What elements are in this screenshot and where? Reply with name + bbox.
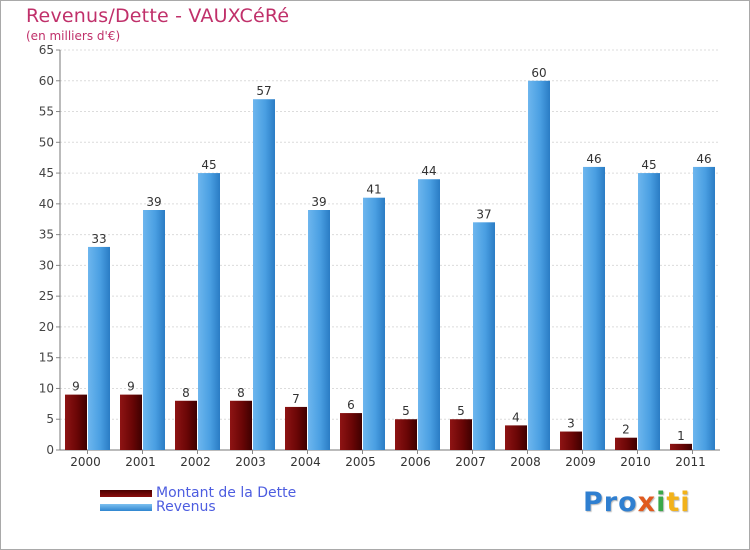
bar-revenus-2010: [638, 173, 660, 451]
data-label-revenus-2002: 45: [201, 158, 216, 172]
bar-revenus-2004: [308, 210, 330, 450]
legend-item-revenus: Revenus: [100, 499, 296, 515]
y-tick-label: 45: [39, 166, 54, 180]
x-tick-label: 2010: [620, 455, 651, 469]
data-label-dette-2005: 6: [347, 398, 355, 412]
data-label-dette-2010: 2: [622, 423, 630, 437]
chart-title: Revenus/Dette - VAUXCéRé: [26, 5, 290, 27]
data-label-revenus-2003: 57: [256, 84, 271, 98]
y-tick-label: 20: [39, 320, 54, 334]
data-label-dette-2003: 8: [237, 386, 245, 400]
bar-revenus-2009: [583, 166, 605, 450]
data-label-dette-2000: 9: [72, 380, 80, 394]
x-tick-label: 2005: [345, 455, 376, 469]
bar-dette-2005: [340, 413, 362, 450]
x-tick-label: 2009: [565, 455, 596, 469]
bar-revenus-2006: [418, 179, 440, 450]
y-tick-label: 55: [39, 105, 54, 119]
data-label-revenus-2008: 60: [531, 66, 546, 80]
bar-dette-2001: [120, 394, 142, 450]
y-tick-label: 15: [39, 351, 54, 365]
y-tick-label: 30: [39, 258, 54, 272]
bar-dette-2011: [670, 443, 692, 450]
y-tick-label: 65: [39, 43, 54, 57]
bar-revenus-2000: [88, 246, 110, 450]
data-label-revenus-2001: 39: [146, 195, 161, 209]
proxiti-logo: Proxiti: [583, 487, 691, 518]
x-tick-label: 2002: [180, 455, 211, 469]
x-tick-label: 2008: [510, 455, 541, 469]
bar-revenus-2002: [198, 173, 220, 451]
bar-revenus-2003: [253, 99, 275, 450]
chart-subtitle: (en milliers d'€): [26, 29, 121, 43]
bar-dette-2010: [615, 437, 637, 450]
bar-revenus-2011: [693, 166, 715, 450]
x-tick-label: 2004: [290, 455, 321, 469]
x-tick-label: 2000: [70, 455, 101, 469]
x-tick-label: 2006: [400, 455, 431, 469]
x-tick-label: 2003: [235, 455, 266, 469]
data-label-dette-2001: 9: [127, 380, 135, 394]
data-label-revenus-2006: 44: [421, 164, 436, 178]
bar-dette-2000: [65, 394, 87, 450]
bar-revenus-2001: [143, 210, 165, 450]
legend-label-revenus: Revenus: [156, 499, 216, 515]
data-label-revenus-2007: 37: [476, 207, 491, 221]
y-tick-label: 40: [39, 197, 54, 211]
bar-revenus-2007: [473, 222, 495, 450]
data-label-revenus-2000: 33: [91, 232, 106, 246]
y-tick-label: 25: [39, 289, 54, 303]
y-tick-label: 10: [39, 381, 54, 395]
y-tick-label: 5: [46, 412, 54, 426]
x-tick-label: 2011: [675, 455, 706, 469]
bar-revenus-2005: [363, 197, 385, 450]
bar-dette-2008: [505, 425, 527, 450]
y-tick-label: 35: [39, 228, 54, 242]
legend-swatch-revenus: [100, 503, 152, 511]
y-tick-label: 0: [46, 443, 54, 457]
data-label-dette-2004: 7: [292, 392, 300, 406]
bar-revenus-2008: [528, 80, 550, 451]
bar-dette-2003: [230, 400, 252, 450]
data-label-revenus-2011: 46: [696, 152, 711, 166]
data-label-dette-2006: 5: [402, 404, 410, 418]
legend-label-dette: Montant de la Dette: [156, 485, 297, 501]
data-label-revenus-2004: 39: [311, 195, 326, 209]
bar-dette-2009: [560, 431, 582, 450]
data-label-revenus-2009: 46: [586, 152, 601, 166]
y-tick-label: 50: [39, 135, 54, 149]
legend: Montant de la Dette Revenus: [100, 485, 297, 515]
bar-dette-2004: [285, 406, 307, 450]
bar-dette-2006: [395, 419, 417, 450]
legend-swatch-dette: [100, 489, 152, 497]
bar-dette-2002: [175, 400, 197, 450]
data-label-dette-2009: 3: [567, 417, 575, 431]
x-tick-label: 2007: [455, 455, 486, 469]
data-label-revenus-2010: 45: [641, 158, 656, 172]
x-tick-label: 2001: [125, 455, 156, 469]
data-label-dette-2002: 8: [182, 386, 190, 400]
data-label-revenus-2005: 41: [366, 183, 381, 197]
data-label-dette-2008: 4: [512, 410, 520, 424]
data-label-dette-2007: 5: [457, 404, 465, 418]
y-tick-label: 60: [39, 74, 54, 88]
legend-item-dette: Montant de la Dette: [100, 485, 297, 501]
bar-dette-2007: [450, 419, 472, 450]
data-label-dette-2011: 1: [677, 429, 685, 443]
